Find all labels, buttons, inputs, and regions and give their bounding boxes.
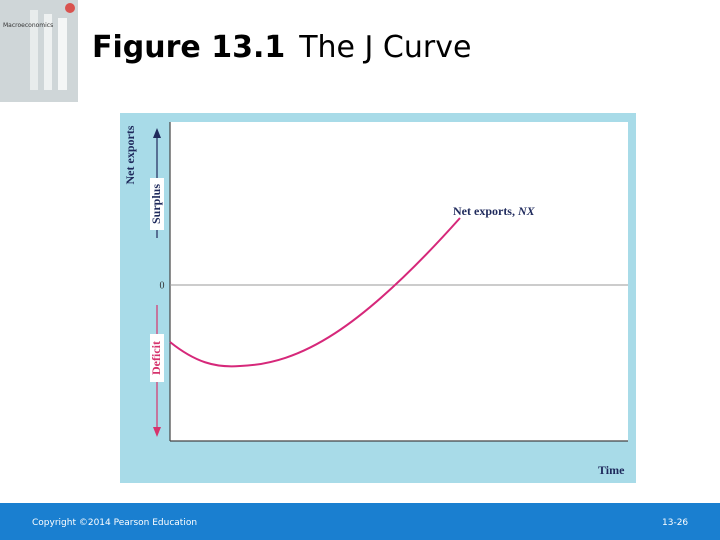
footer-bar [0, 503, 720, 540]
j-curve [169, 217, 461, 368]
surplus-arrowhead [153, 128, 161, 138]
cover-pillar [30, 10, 38, 90]
x-axis-label: Time [598, 463, 625, 477]
label-bg [150, 334, 164, 382]
slide-title: Figure 13.1 The J Curve [92, 30, 471, 65]
deficit-label: Deficit [149, 341, 163, 375]
curve-label-text: Net exports, [453, 204, 518, 218]
cover-pillar [44, 14, 52, 90]
label-bg [150, 178, 164, 230]
surplus-label: Surplus [149, 184, 163, 224]
zero-label: 0 [160, 280, 165, 291]
copyright: Copyright ©2014 Pearson Education [32, 518, 197, 528]
curve-label-symbol: NX [517, 204, 536, 218]
y-axis-label: Net exports [123, 125, 137, 184]
page-number: 13-26 [662, 518, 688, 528]
figure-number: Figure 13.1 [92, 30, 285, 65]
curve-label: Net exports, NX [453, 204, 536, 218]
deficit-arrowhead [153, 427, 161, 437]
cover-title: Macroeconomics [3, 22, 53, 29]
figure-title: The J Curve [298, 30, 471, 65]
cover-badge [65, 3, 75, 13]
cover-pillar [58, 18, 67, 90]
